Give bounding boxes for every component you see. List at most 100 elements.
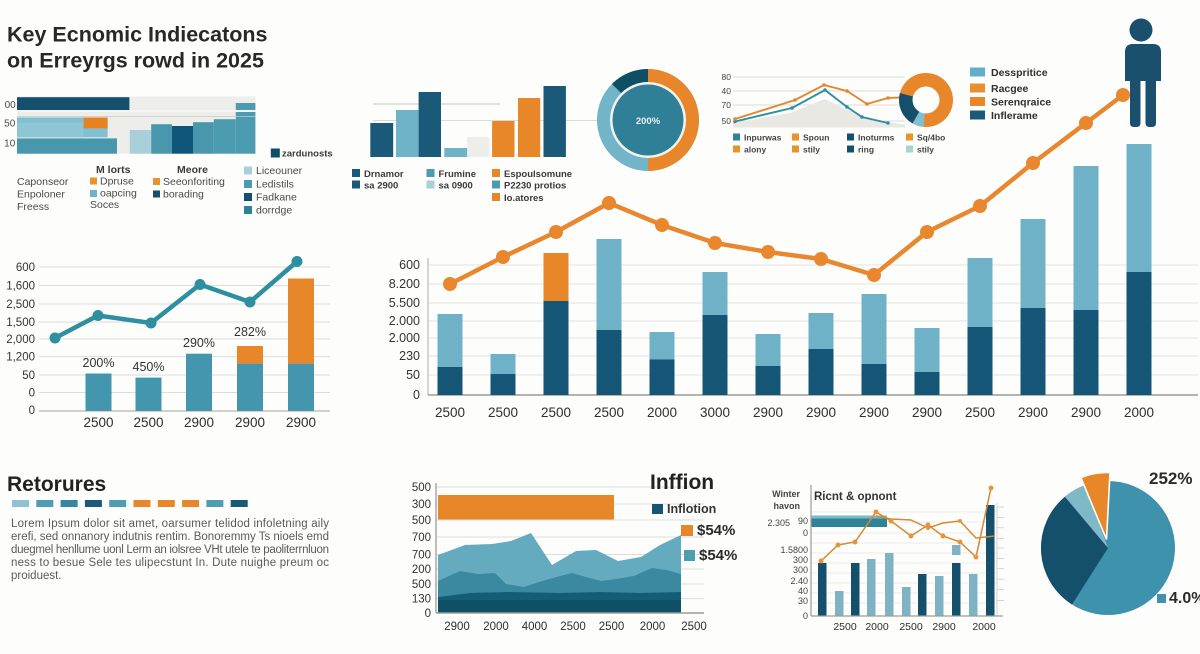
svg-text:50: 50 — [406, 368, 420, 382]
svg-text:Inoturms: Inoturms — [858, 133, 895, 143]
svg-text:282%: 282% — [234, 325, 266, 339]
svg-text:oapcing: oapcing — [100, 188, 137, 200]
svg-text:500: 500 — [412, 579, 431, 591]
svg-text:Inffion: Inffion — [650, 471, 714, 494]
svg-text:2900: 2900 — [859, 405, 889, 420]
svg-text:2000: 2000 — [483, 621, 509, 633]
svg-text:$54%: $54% — [697, 522, 735, 539]
svg-text:2000: 2000 — [1124, 405, 1154, 420]
svg-text:Dpruse: Dpruse — [100, 176, 134, 188]
svg-text:proiduest.: proiduest. — [11, 570, 62, 582]
svg-text:0: 0 — [803, 528, 808, 538]
svg-text:ness to besue Sele tes ulipecs: ness to besue Sele tes ulipecstunt In. D… — [11, 557, 329, 569]
svg-text:2900: 2900 — [912, 405, 942, 420]
svg-text:2500: 2500 — [599, 621, 625, 633]
svg-text:2,000: 2,000 — [6, 334, 35, 346]
svg-text:Io.atores: Io.atores — [504, 193, 544, 204]
svg-text:200: 200 — [412, 564, 431, 576]
svg-text:2500: 2500 — [833, 621, 857, 633]
svg-text:252%: 252% — [1149, 469, 1192, 488]
svg-text:2900: 2900 — [1018, 405, 1048, 420]
svg-text:Frumine: Frumine — [439, 169, 476, 180]
svg-text:Seeonforiting: Seeonforiting — [163, 176, 225, 188]
svg-text:1.5800: 1.5800 — [780, 545, 808, 555]
svg-text:sa 2900: sa 2900 — [364, 181, 398, 192]
svg-text:0: 0 — [425, 608, 431, 620]
svg-text:290%: 290% — [183, 336, 215, 350]
svg-text:Fadkane: Fadkane — [256, 192, 297, 204]
svg-text:P2230 protios: P2230 protios — [504, 181, 566, 192]
svg-text:500: 500 — [412, 482, 431, 494]
svg-text:1,500: 1,500 — [6, 317, 35, 329]
svg-text:2500: 2500 — [133, 415, 163, 430]
svg-text:Spoun: Spoun — [803, 133, 829, 143]
svg-text:Caponseor: Caponseor — [17, 176, 69, 188]
svg-text:50: 50 — [4, 119, 16, 130]
svg-text:200%: 200% — [83, 356, 115, 370]
svg-text:2900: 2900 — [184, 415, 214, 430]
svg-text:stily: stily — [803, 145, 820, 155]
svg-text:ring: ring — [858, 145, 874, 155]
svg-text:Inflerame: Inflerame — [991, 110, 1038, 122]
svg-text:40: 40 — [722, 86, 732, 96]
svg-text:stily: stily — [917, 145, 934, 155]
svg-text:havon: havon — [773, 501, 800, 511]
svg-text:2500: 2500 — [560, 621, 586, 633]
svg-text:500: 500 — [412, 515, 431, 527]
svg-text:5.500: 5.500 — [389, 296, 420, 310]
svg-text:Racgee: Racgee — [991, 83, 1029, 95]
svg-text:Liceouner: Liceouner — [256, 165, 303, 177]
svg-text:Winter: Winter — [772, 489, 800, 499]
svg-text:Serenqraice: Serenqraice — [991, 96, 1051, 108]
svg-text:600: 600 — [399, 258, 420, 272]
svg-text:2900: 2900 — [932, 621, 956, 633]
svg-text:2.000: 2.000 — [389, 314, 420, 328]
svg-text:0: 0 — [29, 405, 35, 417]
svg-text:700: 700 — [412, 532, 431, 544]
svg-text:2500: 2500 — [435, 405, 465, 420]
svg-text:Lorem Ipsum dolor sit amet, oa: Lorem Ipsum dolor sit amet, oarsumer tel… — [11, 518, 329, 530]
svg-text:alony: alony — [744, 145, 766, 155]
svg-text:on Erreyrgs rowd in 2025: on Erreyrgs rowd in 2025 — [7, 49, 264, 73]
svg-text:50: 50 — [722, 116, 732, 126]
svg-text:40: 40 — [798, 586, 808, 596]
svg-text:zardunosts: zardunosts — [282, 149, 333, 160]
svg-text:30: 30 — [798, 596, 808, 606]
svg-text:2500: 2500 — [965, 405, 995, 420]
svg-text:dorrdge: dorrdge — [256, 205, 292, 217]
svg-text:70: 70 — [722, 100, 732, 110]
svg-text:3000: 3000 — [700, 405, 730, 420]
svg-text:borading: borading — [163, 188, 204, 200]
svg-text:Ricnt & opnont: Ricnt & opnont — [814, 491, 897, 503]
svg-text:4.0%: 4.0% — [1169, 590, 1200, 607]
svg-text:Enpoloner: Enpoloner — [17, 189, 65, 201]
svg-text:Drnamor: Drnamor — [364, 169, 404, 180]
svg-text:2900: 2900 — [753, 405, 783, 420]
svg-text:130: 130 — [412, 594, 431, 606]
svg-text:2900: 2900 — [444, 621, 470, 633]
svg-text:Desspritice: Desspritice — [991, 67, 1048, 79]
svg-text:2900: 2900 — [806, 405, 836, 420]
svg-text:Key Ecnomic Indiecatons: Key Ecnomic Indiecatons — [7, 23, 268, 47]
svg-text:2500: 2500 — [899, 621, 923, 633]
svg-text:0: 0 — [413, 388, 420, 402]
svg-text:2000: 2000 — [640, 621, 666, 633]
svg-text:300: 300 — [793, 565, 808, 575]
svg-text:50: 50 — [22, 370, 35, 382]
svg-text:1,200: 1,200 — [6, 352, 35, 364]
svg-text:700: 700 — [412, 550, 431, 562]
svg-text:600: 600 — [16, 262, 35, 274]
svg-text:450%: 450% — [133, 360, 165, 374]
svg-text:duegmel henllume uonl Lerm an: duegmel henllume uonl Lerm an iolsree VH… — [11, 544, 329, 556]
svg-text:2900: 2900 — [235, 415, 265, 430]
svg-text:2.305: 2.305 — [767, 518, 790, 528]
svg-text:0: 0 — [29, 388, 35, 400]
svg-text:2900: 2900 — [1071, 405, 1101, 420]
svg-text:Inflotion: Inflotion — [667, 502, 716, 516]
svg-text:$54%: $54% — [699, 547, 737, 564]
svg-text:2500: 2500 — [83, 415, 113, 430]
svg-text:Retorures: Retorures — [7, 473, 106, 496]
svg-text:Inpurwas: Inpurwas — [744, 133, 782, 143]
svg-text:2500: 2500 — [594, 405, 624, 420]
svg-text:2,500: 2,500 — [6, 299, 35, 311]
